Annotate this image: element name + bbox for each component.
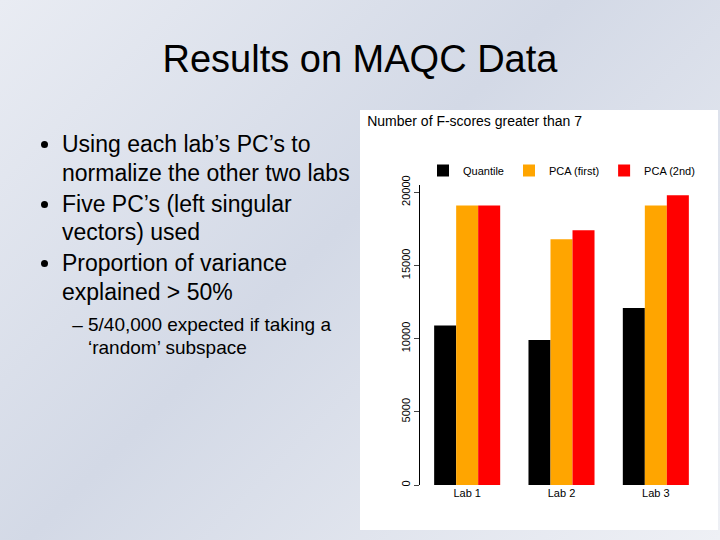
svg-text:Quantile: Quantile [463, 165, 504, 177]
html-text:Results on MAQC Data: Results on MAQC Data [162, 38, 558, 80]
svg-text:PCA (first): PCA (first) [549, 165, 599, 177]
svg-text:5000: 5000 [400, 398, 412, 422]
svg-text:Lab 1: Lab 1 [453, 487, 481, 499]
svg-text:0: 0 [400, 480, 412, 486]
html-text:Proportion of variance explain: Proportion of variance explained > 50% [62, 250, 287, 305]
svg-text:15000: 15000 [400, 249, 412, 280]
html-text:5/40,000 expected if taking a: 5/40,000 expected if taking a ‘random’ s… [88, 313, 331, 359]
svg-text:Number of F-scores greater tha: Number of F-scores greater than 7 [367, 113, 582, 129]
html-text:Five PC’s (left singular vecto: Five PC’s (left singular vectors) used [62, 190, 292, 246]
svg-text:Lab 3: Lab 3 [642, 487, 670, 499]
html-text:Using each lab’s PC’s to norma: Using each lab’s PC’s to normalize the o… [62, 131, 350, 186]
svg-text:PCA (2nd): PCA (2nd) [644, 165, 695, 177]
svg-text:Lab 2: Lab 2 [548, 487, 576, 499]
svg-text:10000: 10000 [400, 322, 412, 353]
svg-text:20000: 20000 [400, 175, 412, 206]
